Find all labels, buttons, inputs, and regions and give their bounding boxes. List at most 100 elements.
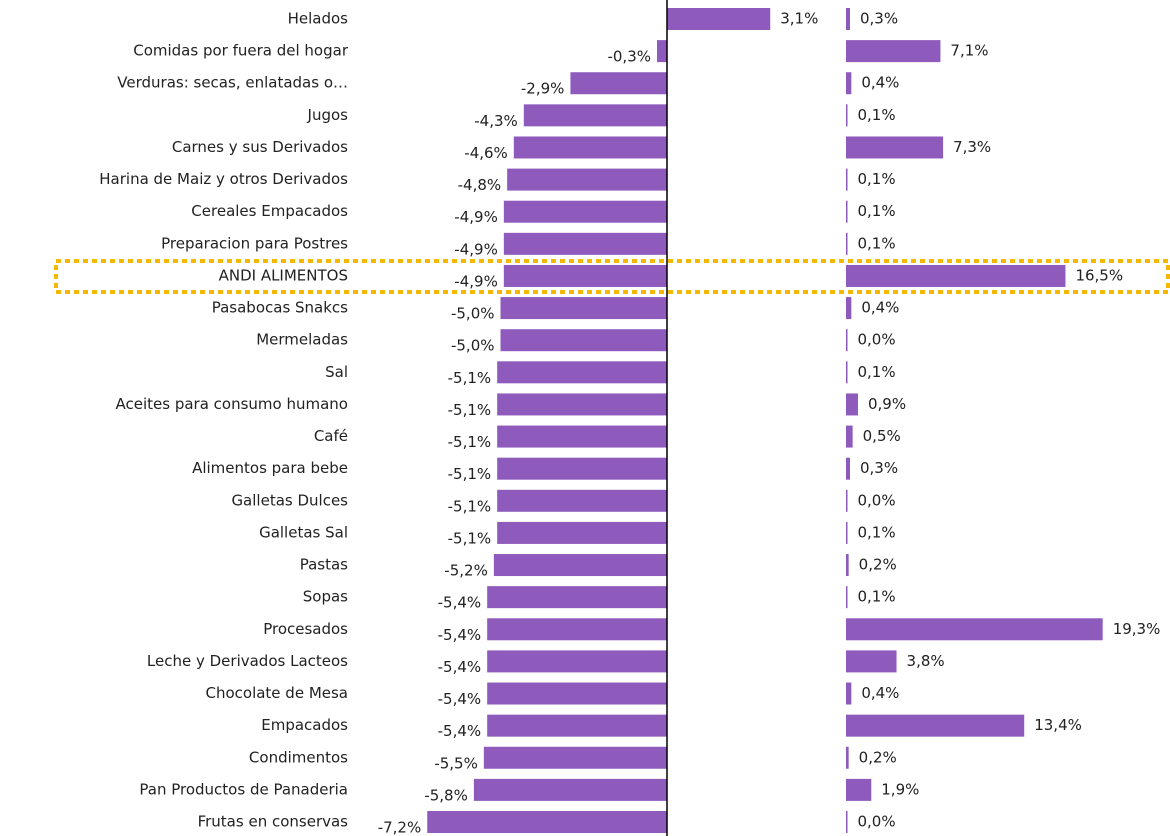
value-label: -5,1% (448, 529, 492, 547)
value-label: -4,6% (464, 144, 508, 162)
category-label: Galletas Dulces (231, 491, 348, 509)
value-label: 0,1% (858, 523, 896, 541)
category-label: ANDI ALIMENTOS (219, 266, 348, 284)
category-label: Comidas por fuera del hogar (133, 42, 349, 60)
value-label: 19,3% (1113, 620, 1161, 638)
value-label: 0,9% (868, 395, 906, 413)
category-label: Verduras: secas, enlatadas o… (117, 74, 348, 92)
value-label: -5,4% (438, 626, 482, 644)
value-label: 0,4% (861, 74, 899, 92)
category-label: Cereales Empacados (191, 202, 348, 220)
bar (487, 682, 667, 705)
bar (846, 232, 848, 255)
bar (846, 104, 848, 127)
bar (487, 586, 667, 609)
value-label: -7,2% (378, 819, 422, 836)
bar (507, 168, 667, 191)
value-label: -5,1% (448, 401, 492, 419)
bar (497, 457, 667, 480)
bar (483, 746, 667, 769)
value-label: 0,2% (859, 748, 897, 766)
value-label: -4,3% (474, 112, 518, 130)
value-label: -5,1% (448, 369, 492, 387)
category-label: Galletas Sal (259, 523, 348, 541)
value-label: 0,1% (858, 106, 896, 124)
bar (493, 554, 667, 577)
bar (846, 811, 848, 833)
bar (846, 361, 848, 384)
category-label: Leche y Derivados Lacteos (147, 652, 348, 670)
value-label: 0,5% (863, 427, 901, 445)
value-label: -5,5% (434, 754, 478, 772)
category-label: Procesados (263, 620, 348, 638)
bar (473, 778, 667, 801)
category-label: Carnes y sus Derivados (172, 138, 348, 156)
value-label: 0,1% (858, 170, 896, 188)
bar (846, 618, 1103, 641)
bar (846, 554, 849, 577)
bar (523, 104, 667, 127)
value-label: 0,1% (858, 363, 896, 381)
bar (497, 361, 667, 384)
value-label: 13,4% (1034, 716, 1082, 734)
value-label: 0,0% (858, 331, 896, 349)
category-label: Pastas (300, 556, 348, 574)
bar (846, 8, 850, 30)
category-label: Mermeladas (256, 331, 348, 349)
value-label: -5,4% (438, 722, 482, 740)
value-label: -5,2% (444, 562, 488, 580)
bar (497, 393, 667, 416)
bar (846, 650, 897, 673)
value-label: -5,1% (448, 465, 492, 483)
bar (846, 778, 872, 801)
value-label: -4,9% (454, 208, 498, 226)
bar (487, 650, 667, 673)
bar (503, 200, 667, 223)
category-label: Pasabocas Snakcs (212, 299, 348, 317)
value-label: 3,1% (780, 10, 818, 28)
category-label: Sopas (303, 588, 348, 606)
value-label: 0,1% (858, 234, 896, 252)
bar (846, 746, 849, 769)
value-label: 0,3% (860, 10, 898, 28)
category-label: Café (314, 427, 348, 445)
bar (846, 136, 944, 159)
bar (497, 489, 667, 512)
bar (846, 72, 852, 95)
category-label: Harina de Maiz y otros Derivados (99, 170, 348, 188)
bar (846, 586, 848, 609)
bar (513, 136, 667, 159)
category-label: Sal (325, 363, 348, 381)
bar (846, 168, 848, 191)
bar (503, 232, 667, 255)
category-label: Helados (288, 10, 349, 28)
category-label: Aceites para consumo humano (116, 395, 349, 413)
category-label: Jugos (307, 106, 349, 124)
value-label: 0,3% (860, 459, 898, 477)
highlight-box (54, 258, 1170, 294)
value-label: -5,0% (451, 305, 495, 323)
value-label: -5,8% (424, 786, 468, 804)
value-label: -2,9% (521, 80, 565, 98)
value-label: 0,0% (858, 491, 896, 509)
category-label: Condimentos (249, 748, 348, 766)
value-label: -5,1% (448, 433, 492, 451)
bar (503, 264, 667, 287)
bar (846, 297, 852, 320)
category-label: Frutas en conservas (198, 813, 349, 831)
value-label: -4,8% (458, 176, 502, 194)
value-label: -5,4% (438, 658, 482, 676)
bar (427, 811, 667, 833)
value-label: 0,2% (859, 556, 897, 574)
bar (846, 489, 848, 512)
bar (846, 40, 941, 63)
bar (846, 200, 848, 223)
value-label: -0,3% (607, 48, 651, 66)
value-label: 0,0% (858, 813, 896, 831)
value-label: 0,4% (861, 684, 899, 702)
bar (846, 521, 848, 544)
value-label: -5,4% (438, 594, 482, 612)
bar (846, 264, 1066, 287)
bar (846, 682, 852, 705)
